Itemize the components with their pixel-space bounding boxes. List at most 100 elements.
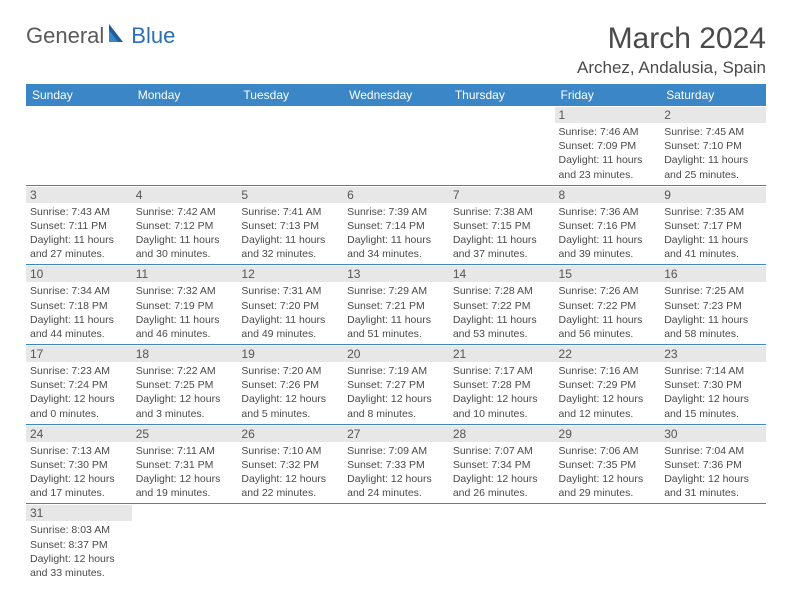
sunset-text: Sunset: 8:37 PM (30, 538, 128, 552)
day-number: 15 (555, 266, 661, 282)
daylight-text: Daylight: 11 hours and 34 minutes. (347, 233, 445, 261)
calendar-cell: 27Sunrise: 7:09 AMSunset: 7:33 PMDayligh… (343, 424, 449, 504)
daylight-text: Daylight: 11 hours and 56 minutes. (559, 313, 657, 341)
calendar-cell: 3 Sunrise: 7:43 AMSunset: 7:11 PMDaylight… (26, 185, 132, 265)
daylight-text: Daylight: 11 hours and 44 minutes. (30, 313, 128, 341)
sunset-text: Sunset: 7:14 PM (347, 219, 445, 233)
calendar-cell-empty (237, 504, 343, 583)
day-info: Sunrise: 7:20 AMSunset: 7:26 PMDaylight:… (241, 364, 339, 421)
sunrise-text: Sunrise: 7:19 AM (347, 364, 445, 378)
day-info: Sunrise: 7:14 AMSunset: 7:30 PMDaylight:… (664, 364, 762, 421)
daylight-text: Daylight: 11 hours and 30 minutes. (136, 233, 234, 261)
calendar-row: 31Sunrise: 8:03 AMSunset: 8:37 PMDayligh… (26, 504, 766, 583)
daylight-text: Daylight: 11 hours and 23 minutes. (559, 153, 657, 181)
sunset-text: Sunset: 7:12 PM (136, 219, 234, 233)
daylight-text: Daylight: 11 hours and 32 minutes. (241, 233, 339, 261)
day-info: Sunrise: 7:45 AMSunset: 7:10 PMDaylight:… (664, 125, 762, 182)
sunset-text: Sunset: 7:25 PM (136, 378, 234, 392)
calendar-cell-empty (449, 106, 555, 185)
sunrise-text: Sunrise: 7:13 AM (30, 444, 128, 458)
calendar-cell: 26Sunrise: 7:10 AMSunset: 7:32 PMDayligh… (237, 424, 343, 504)
calendar-row: 24Sunrise: 7:13 AMSunset: 7:30 PMDayligh… (26, 424, 766, 504)
day-number: 3 (26, 187, 132, 203)
day-info: Sunrise: 7:06 AMSunset: 7:35 PMDaylight:… (559, 444, 657, 501)
calendar-table: Sunday Monday Tuesday Wednesday Thursday… (26, 84, 766, 583)
calendar-cell-empty (555, 504, 661, 583)
day-number: 19 (237, 346, 343, 362)
sunrise-text: Sunrise: 7:25 AM (664, 284, 762, 298)
calendar-cell: 10Sunrise: 7:34 AMSunset: 7:18 PMDayligh… (26, 265, 132, 345)
daylight-text: Daylight: 12 hours and 29 minutes. (559, 472, 657, 500)
sunset-text: Sunset: 7:36 PM (664, 458, 762, 472)
daylight-text: Daylight: 11 hours and 27 minutes. (30, 233, 128, 261)
sunrise-text: Sunrise: 8:03 AM (30, 523, 128, 537)
calendar-cell: 17Sunrise: 7:23 AMSunset: 7:24 PMDayligh… (26, 345, 132, 425)
sunset-text: Sunset: 7:35 PM (559, 458, 657, 472)
sunset-text: Sunset: 7:29 PM (559, 378, 657, 392)
sunset-text: Sunset: 7:26 PM (241, 378, 339, 392)
day-number: 6 (343, 187, 449, 203)
daylight-text: Daylight: 12 hours and 10 minutes. (453, 392, 551, 420)
day-info: Sunrise: 7:17 AMSunset: 7:28 PMDaylight:… (453, 364, 551, 421)
day-number: 10 (26, 266, 132, 282)
daylight-text: Daylight: 11 hours and 49 minutes. (241, 313, 339, 341)
calendar-cell: 24Sunrise: 7:13 AMSunset: 7:30 PMDayligh… (26, 424, 132, 504)
day-info: Sunrise: 7:28 AMSunset: 7:22 PMDaylight:… (453, 284, 551, 341)
page-header: GeneralBlue March 2024 Archez, Andalusia… (26, 22, 766, 78)
day-number: 2 (660, 107, 766, 123)
day-number: 7 (449, 187, 555, 203)
sunrise-text: Sunrise: 7:20 AM (241, 364, 339, 378)
sunrise-text: Sunrise: 7:10 AM (241, 444, 339, 458)
calendar-cell: 31Sunrise: 8:03 AMSunset: 8:37 PMDayligh… (26, 504, 132, 583)
daylight-text: Daylight: 11 hours and 53 minutes. (453, 313, 551, 341)
sunrise-text: Sunrise: 7:28 AM (453, 284, 551, 298)
day-number: 13 (343, 266, 449, 282)
sunset-text: Sunset: 7:11 PM (30, 219, 128, 233)
sunrise-text: Sunrise: 7:35 AM (664, 205, 762, 219)
logo-text-blue: Blue (131, 23, 175, 49)
sunset-text: Sunset: 7:19 PM (136, 299, 234, 313)
day-number: 22 (555, 346, 661, 362)
dow-header: Thursday (449, 84, 555, 106)
dow-header: Monday (132, 84, 238, 106)
day-info: Sunrise: 7:38 AMSunset: 7:15 PMDaylight:… (453, 205, 551, 262)
daylight-text: Daylight: 12 hours and 17 minutes. (30, 472, 128, 500)
sunrise-text: Sunrise: 7:38 AM (453, 205, 551, 219)
day-info: Sunrise: 7:43 AMSunset: 7:11 PMDaylight:… (30, 205, 128, 262)
day-number: 23 (660, 346, 766, 362)
calendar-cell-empty (132, 504, 238, 583)
sunrise-text: Sunrise: 7:11 AM (136, 444, 234, 458)
day-info: Sunrise: 7:11 AMSunset: 7:31 PMDaylight:… (136, 444, 234, 501)
sunset-text: Sunset: 7:22 PM (453, 299, 551, 313)
sunset-text: Sunset: 7:34 PM (453, 458, 551, 472)
dow-header: Saturday (660, 84, 766, 106)
day-number: 1 (555, 107, 661, 123)
dow-header: Tuesday (237, 84, 343, 106)
calendar-cell-empty (343, 504, 449, 583)
sunrise-text: Sunrise: 7:17 AM (453, 364, 551, 378)
sunrise-text: Sunrise: 7:32 AM (136, 284, 234, 298)
day-info: Sunrise: 7:23 AMSunset: 7:24 PMDaylight:… (30, 364, 128, 421)
logo: GeneralBlue (26, 22, 175, 50)
calendar-cell: 16Sunrise: 7:25 AMSunset: 7:23 PMDayligh… (660, 265, 766, 345)
day-number: 27 (343, 426, 449, 442)
sunset-text: Sunset: 7:22 PM (559, 299, 657, 313)
daylight-text: Daylight: 12 hours and 12 minutes. (559, 392, 657, 420)
sunrise-text: Sunrise: 7:34 AM (30, 284, 128, 298)
day-info: Sunrise: 7:04 AMSunset: 7:36 PMDaylight:… (664, 444, 762, 501)
daylight-text: Daylight: 12 hours and 0 minutes. (30, 392, 128, 420)
sunrise-text: Sunrise: 7:09 AM (347, 444, 445, 458)
sunrise-text: Sunrise: 7:26 AM (559, 284, 657, 298)
calendar-cell-empty (449, 504, 555, 583)
month-title: March 2024 (577, 22, 766, 56)
sunrise-text: Sunrise: 7:43 AM (30, 205, 128, 219)
daylight-text: Daylight: 12 hours and 24 minutes. (347, 472, 445, 500)
sunrise-text: Sunrise: 7:16 AM (559, 364, 657, 378)
sunset-text: Sunset: 7:17 PM (664, 219, 762, 233)
day-info: Sunrise: 7:22 AMSunset: 7:25 PMDaylight:… (136, 364, 234, 421)
calendar-cell: 25Sunrise: 7:11 AMSunset: 7:31 PMDayligh… (132, 424, 238, 504)
day-number: 21 (449, 346, 555, 362)
sunset-text: Sunset: 7:30 PM (30, 458, 128, 472)
day-number: 8 (555, 187, 661, 203)
daylight-text: Daylight: 11 hours and 51 minutes. (347, 313, 445, 341)
